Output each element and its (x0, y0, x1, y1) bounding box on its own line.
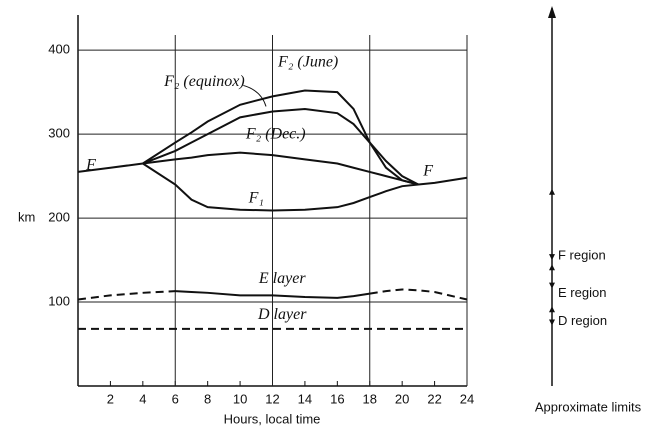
x-tick-label: 16 (330, 391, 344, 406)
region-label: F region (558, 247, 606, 262)
series-line (142, 107, 419, 186)
x-tick-label: 14 (298, 391, 312, 406)
x-tick-label: 2 (107, 391, 114, 406)
series-label: E layer (258, 270, 306, 287)
y-tick-label: 200 (48, 210, 70, 225)
series-label: F₁ (248, 189, 264, 206)
series-line (142, 151, 419, 186)
series-label: F₂ (Dec.) (245, 126, 306, 143)
series-label: F (85, 157, 96, 174)
region-label: E region (558, 285, 606, 300)
x-tick-label: 4 (139, 391, 146, 406)
arrow-head (549, 306, 555, 313)
x-tick-label: 6 (172, 391, 179, 406)
series-line (175, 290, 370, 299)
x-tick-label: 20 (395, 391, 409, 406)
y-axis-label: km (18, 209, 35, 224)
series-line (142, 89, 419, 186)
region-label: D region (558, 313, 607, 328)
x-tick-label: 18 (363, 391, 377, 406)
x-tick-label: 12 (265, 391, 279, 406)
series-line (77, 288, 468, 301)
y-tick-label: 400 (48, 42, 70, 57)
arrow-head (549, 254, 555, 261)
x-tick-label: 10 (233, 391, 247, 406)
pointer (243, 84, 267, 107)
series-line (142, 162, 419, 212)
x-tick-label: 22 (427, 391, 441, 406)
regions-caption: Approximate limits (535, 399, 642, 414)
y-tick-label: 300 (48, 126, 70, 141)
x-tick-label: 8 (204, 391, 211, 406)
series-label: F (422, 163, 433, 180)
x-axis-label: Hours, local time (224, 411, 321, 426)
series-line (77, 162, 468, 186)
x-tick-label: 24 (460, 391, 474, 406)
arrow-head (549, 319, 555, 326)
arrow-head (548, 6, 556, 18)
arrow-head (549, 282, 555, 289)
y-tick-label: 100 (48, 293, 70, 308)
series-label: D layer (257, 306, 307, 323)
series-label: F₂ (June) (277, 53, 338, 70)
arrow-head (549, 188, 555, 195)
series-label: F₂ (equinox) (163, 73, 245, 90)
arrow-head (549, 264, 555, 271)
